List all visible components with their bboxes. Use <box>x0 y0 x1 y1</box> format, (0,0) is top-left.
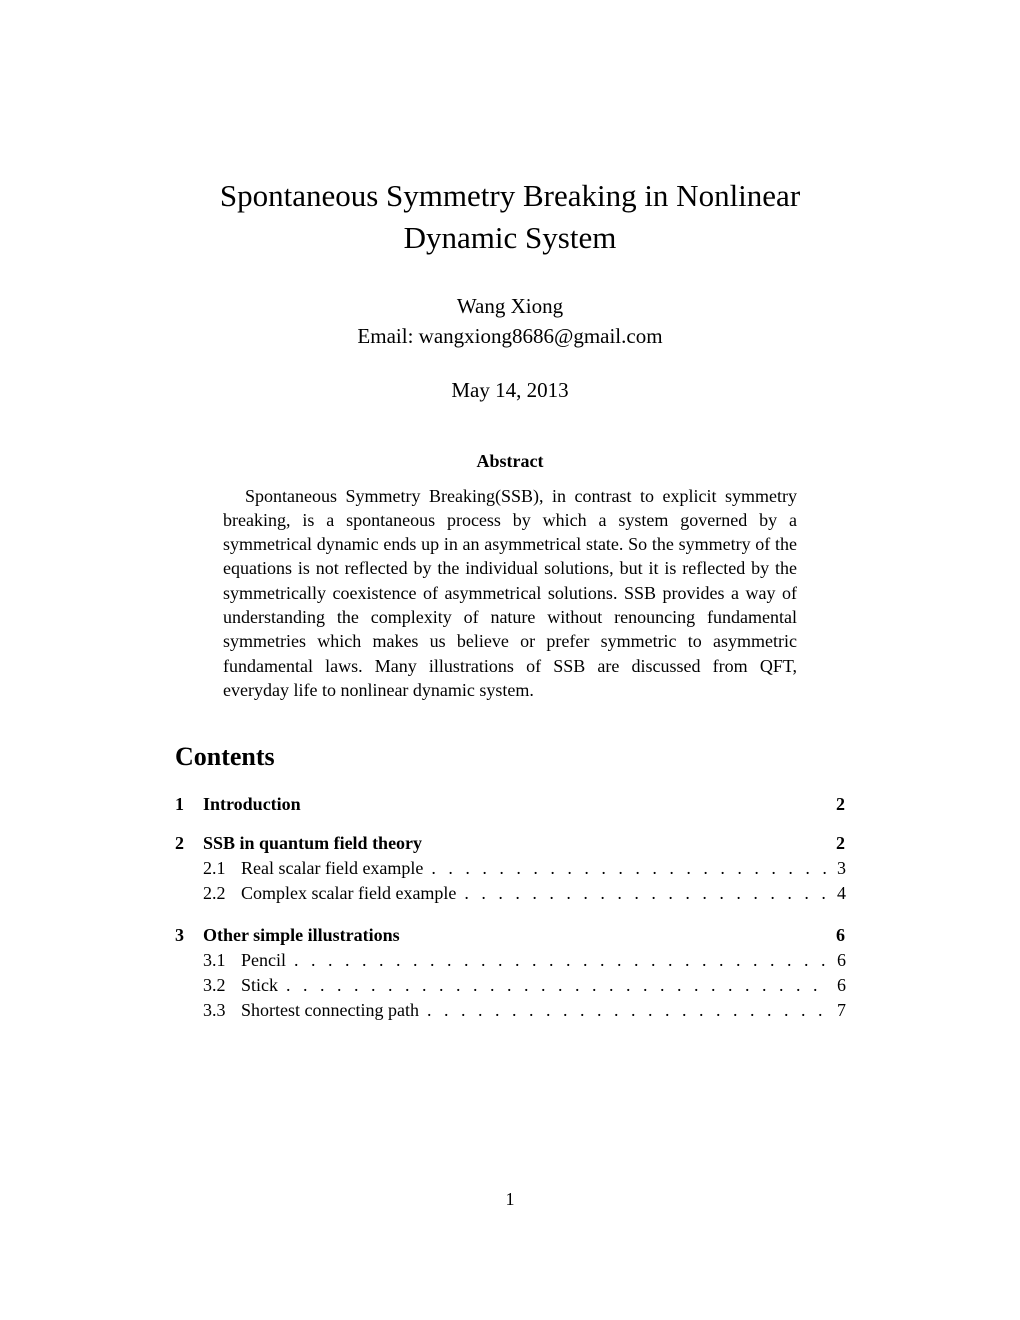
toc-section: 1 Introduction 2 <box>175 794 845 815</box>
toc-section-title: Other simple illustrations <box>203 925 828 946</box>
toc-section-page: 2 <box>828 833 845 854</box>
paper-date: May 14, 2013 <box>175 378 845 403</box>
toc-subsection-number: 3.2 <box>203 973 241 998</box>
author-email: Email: wangxiong8686@gmail.com <box>175 321 845 351</box>
toc-section-page: 6 <box>828 925 845 946</box>
table-of-contents: 1 Introduction 2 2 SSB in quantum field … <box>175 794 845 1023</box>
abstract-body: Spontaneous Symmetry Breaking(SSB), in c… <box>223 484 797 703</box>
toc-subsection-number: 3.1 <box>203 948 241 973</box>
contents-heading: Contents <box>175 742 845 772</box>
toc-subsection: 2.1 Real scalar field example . . . . . … <box>203 856 845 881</box>
toc-subsection-title: Complex scalar field example <box>241 881 456 906</box>
abstract-heading: Abstract <box>175 451 845 472</box>
toc-section: 3 Other simple illustrations 6 <box>175 925 845 946</box>
page-container: Spontaneous Symmetry Breaking in Nonline… <box>0 0 1020 1083</box>
toc-subsection: 2.2 Complex scalar field example . . . .… <box>203 881 845 906</box>
toc-leader-dots: . . . . . . . . . . . . . . . . . . . . … <box>456 881 831 906</box>
toc-subsection-page: 6 <box>831 948 845 973</box>
toc-subsection-number: 2.2 <box>203 881 241 906</box>
toc-subsection-number: 3.3 <box>203 998 241 1023</box>
toc-section: 2 SSB in quantum field theory 2 <box>175 833 845 854</box>
toc-leader-dots: . . . . . . . . . . . . . . . . . . . . … <box>286 948 831 973</box>
toc-section-number: 2 <box>175 833 203 854</box>
toc-section-number: 1 <box>175 794 203 815</box>
toc-subsection-page: 4 <box>831 881 845 906</box>
page-number: 1 <box>0 1189 1020 1210</box>
paper-title: Spontaneous Symmetry Breaking in Nonline… <box>175 175 845 259</box>
toc-section-number: 3 <box>175 925 203 946</box>
toc-subsection: 3.1 Pencil . . . . . . . . . . . . . . .… <box>203 948 845 973</box>
toc-subsection-number: 2.1 <box>203 856 241 881</box>
toc-subsection-page: 3 <box>831 856 845 881</box>
author-name: Wang Xiong <box>175 291 845 321</box>
toc-subsection: 3.2 Stick . . . . . . . . . . . . . . . … <box>203 973 845 998</box>
toc-leader-dots: . . . . . . . . . . . . . . . . . . . . … <box>278 973 831 998</box>
toc-section-title: Introduction <box>203 794 828 815</box>
toc-subsection-page: 6 <box>831 973 845 998</box>
toc-subsection: 3.3 Shortest connecting path . . . . . .… <box>203 998 845 1023</box>
author-block: Wang Xiong Email: wangxiong8686@gmail.co… <box>175 291 845 352</box>
toc-section-page: 2 <box>828 794 845 815</box>
toc-subsection-title: Pencil <box>241 948 286 973</box>
toc-subsection-title: Shortest connecting path <box>241 998 419 1023</box>
toc-leader-dots: . . . . . . . . . . . . . . . . . . . . … <box>419 998 831 1023</box>
toc-subsection-title: Stick <box>241 973 278 998</box>
toc-section-title: SSB in quantum field theory <box>203 833 828 854</box>
toc-leader-dots: . . . . . . . . . . . . . . . . . . . . … <box>423 856 831 881</box>
toc-subsection-title: Real scalar field example <box>241 856 423 881</box>
toc-subsection-page: 7 <box>831 998 845 1023</box>
